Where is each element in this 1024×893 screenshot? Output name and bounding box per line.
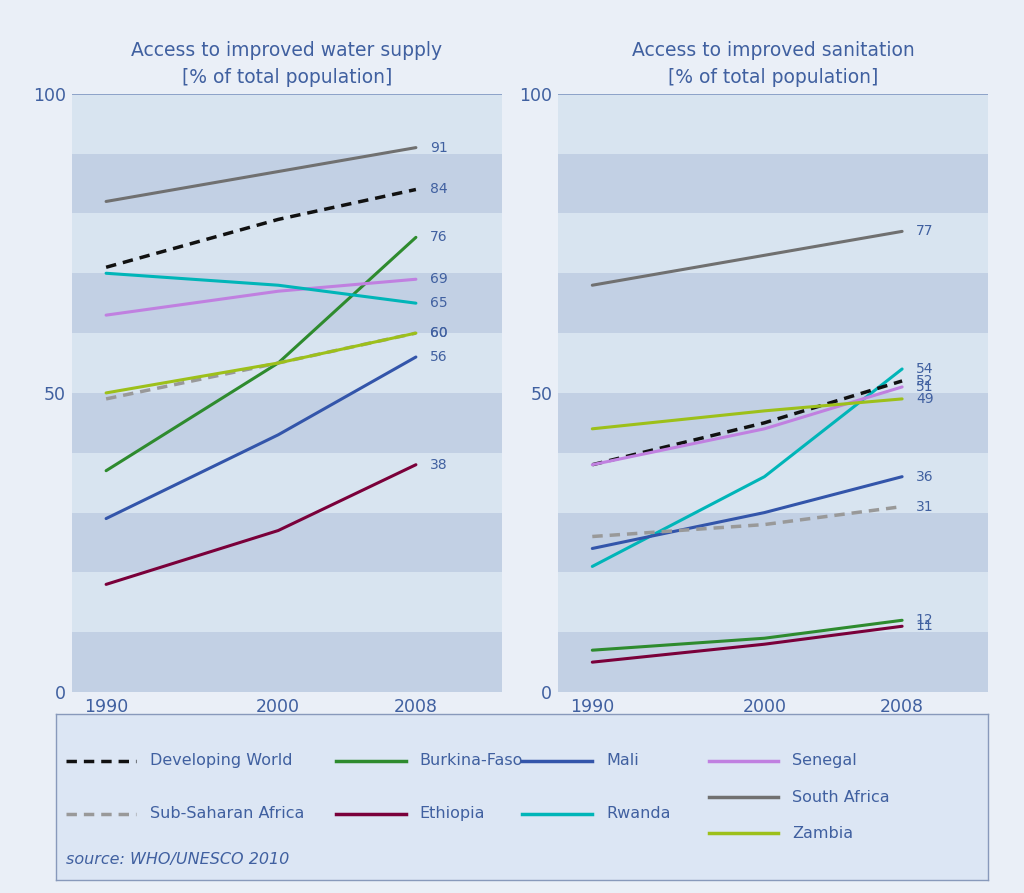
Text: 60: 60: [430, 326, 447, 340]
Text: source: WHO/UNESCO 2010: source: WHO/UNESCO 2010: [66, 852, 289, 867]
Bar: [558, 154, 988, 213]
Text: 69: 69: [430, 272, 447, 287]
Text: 12: 12: [915, 613, 934, 627]
Text: 11: 11: [915, 619, 934, 633]
Title: Access to improved water supply
[% of total population]: Access to improved water supply [% of to…: [131, 41, 442, 87]
Bar: [558, 213, 988, 273]
Bar: [72, 213, 502, 273]
Text: 38: 38: [430, 458, 447, 472]
Bar: [72, 154, 502, 213]
Bar: [72, 273, 502, 333]
Text: 77: 77: [915, 224, 933, 238]
Text: Zambia: Zambia: [793, 826, 854, 841]
Bar: [72, 572, 502, 632]
Text: 51: 51: [915, 380, 934, 394]
Bar: [558, 513, 988, 572]
Text: 49: 49: [915, 392, 934, 406]
Text: 52: 52: [915, 374, 933, 388]
Bar: [72, 513, 502, 572]
Text: 54: 54: [915, 362, 933, 376]
Text: Ethiopia: Ethiopia: [420, 806, 485, 821]
Bar: [558, 632, 988, 692]
Bar: [72, 632, 502, 692]
Text: 84: 84: [430, 182, 447, 196]
Text: Rwanda: Rwanda: [606, 806, 671, 821]
Bar: [558, 572, 988, 632]
Text: Burkina-Faso: Burkina-Faso: [420, 753, 523, 768]
Bar: [558, 333, 988, 393]
Text: 91: 91: [430, 140, 447, 154]
Text: Developing World: Developing World: [150, 753, 292, 768]
Bar: [558, 453, 988, 513]
Text: 65: 65: [430, 296, 447, 310]
Text: 76: 76: [430, 230, 447, 245]
Bar: [72, 393, 502, 453]
Bar: [72, 453, 502, 513]
Text: South Africa: South Africa: [793, 789, 890, 805]
Text: 60: 60: [430, 326, 447, 340]
Text: Mali: Mali: [606, 753, 639, 768]
Text: 36: 36: [915, 470, 934, 484]
Text: Sub-Saharan Africa: Sub-Saharan Africa: [150, 806, 304, 821]
Text: 56: 56: [430, 350, 447, 364]
Title: Access to improved sanitation
[% of total population]: Access to improved sanitation [% of tota…: [632, 41, 914, 87]
Bar: [558, 393, 988, 453]
Text: Senegal: Senegal: [793, 753, 857, 768]
Bar: [72, 333, 502, 393]
Bar: [558, 273, 988, 333]
Bar: [558, 94, 988, 154]
Text: 31: 31: [915, 499, 934, 513]
Bar: [72, 94, 502, 154]
